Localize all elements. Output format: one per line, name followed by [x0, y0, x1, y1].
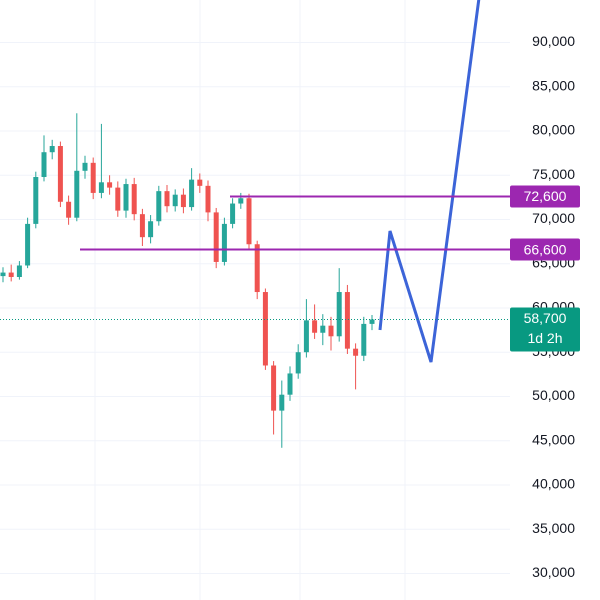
candle-body — [0, 272, 6, 277]
candle-body — [49, 146, 55, 153]
candle-body — [82, 162, 88, 171]
y-tick-label: 75,000 — [532, 166, 575, 182]
y-tick-label: 30,000 — [532, 564, 575, 580]
drawn-path — [378, 0, 481, 363]
candle-body — [139, 214, 145, 238]
candle-body — [320, 325, 326, 333]
current-price-box — [510, 307, 580, 352]
candle-body — [180, 194, 186, 208]
candle-body — [41, 152, 47, 177]
candle-body — [57, 146, 63, 202]
candle-body — [115, 187, 121, 211]
candle-body — [205, 185, 211, 213]
candle-body — [107, 182, 113, 188]
y-tick-label: 85,000 — [532, 77, 575, 93]
candle-body — [336, 292, 342, 337]
candle-body — [213, 212, 219, 262]
level-label-box — [510, 238, 580, 261]
candle-body — [131, 184, 137, 215]
level-label-box — [510, 185, 580, 208]
candle-body — [98, 182, 104, 193]
candle-body — [197, 179, 203, 186]
vertical-grid — [94, 0, 406, 600]
candle-body — [361, 323, 367, 356]
candle-body — [230, 203, 236, 224]
candle-body — [164, 191, 170, 207]
candle-body — [90, 162, 96, 193]
candle-body — [344, 292, 350, 349]
candle-body — [221, 223, 227, 262]
candle-body — [312, 320, 318, 333]
candle-body — [303, 320, 309, 353]
level-label: 66,600 — [524, 241, 567, 257]
candle-body — [238, 198, 244, 204]
candle-body — [148, 221, 154, 238]
current-price-label: 58,700 — [524, 310, 567, 326]
y-tick-label: 80,000 — [532, 122, 575, 138]
candle-body — [262, 292, 268, 366]
candle-body — [353, 348, 359, 356]
candle-body — [271, 365, 277, 411]
candle-body — [369, 319, 375, 324]
y-tick-label: 90,000 — [532, 33, 575, 49]
y-tick-label: 70,000 — [532, 210, 575, 226]
candle-body — [156, 191, 162, 222]
candle-body — [74, 170, 80, 218]
grid: 30,00035,00040,00045,00050,00055,00060,0… — [0, 33, 575, 580]
candles — [0, 113, 375, 448]
candle-body — [246, 198, 252, 245]
candle-body — [123, 184, 129, 211]
candle-body — [295, 352, 301, 374]
candle-body — [189, 179, 195, 208]
y-tick-label: 35,000 — [532, 520, 575, 536]
y-tick-label: 40,000 — [532, 476, 575, 492]
overlay: 72,600 66,600 58,700 1d 2h — [0, 185, 580, 352]
candle-body — [328, 325, 334, 337]
candle-body — [33, 176, 39, 224]
candle-body — [279, 394, 285, 411]
y-tick-label: 50,000 — [532, 387, 575, 403]
y-tick-label: 45,000 — [532, 431, 575, 447]
candle-body — [16, 265, 22, 277]
countdown-label: 1d 2h — [527, 330, 562, 346]
candle-body — [25, 223, 31, 266]
candle-body — [66, 201, 72, 218]
candle-body — [254, 244, 260, 293]
candle-body — [287, 373, 293, 395]
level-label: 72,600 — [524, 188, 567, 204]
candle-body — [172, 194, 178, 207]
candle-body — [8, 272, 14, 277]
